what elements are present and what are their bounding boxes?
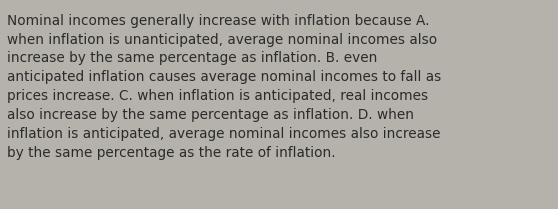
Text: Nominal incomes generally increase with inflation because A.
when inflation is u: Nominal incomes generally increase with … [7, 14, 441, 160]
